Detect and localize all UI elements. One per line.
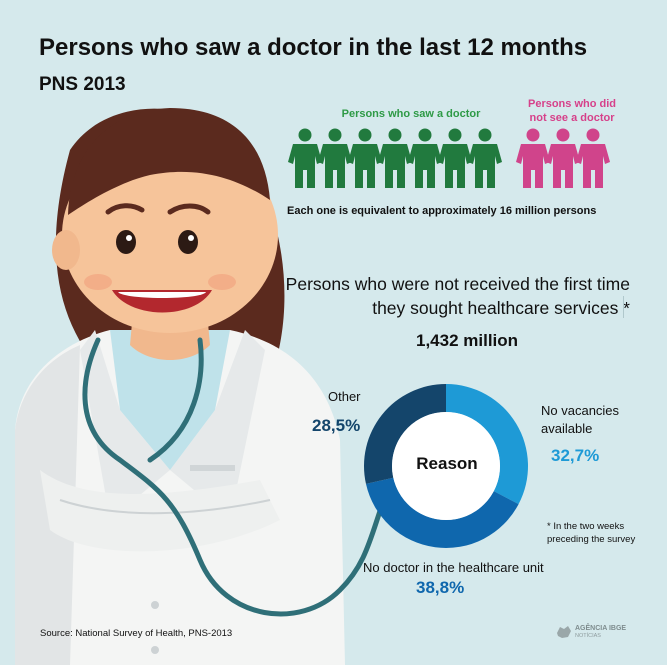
total-value: 1,432 million <box>416 331 519 350</box>
footnote: * In the two weeks preceding the survey <box>547 521 636 545</box>
person-icon-saw-doctor <box>408 128 442 188</box>
slice-label-no-doctor: No doctor in the healthcare unit <box>363 560 544 575</box>
person-icon-not-saw-doctor <box>546 128 580 188</box>
page-subtitle: PNS 2013 <box>39 74 126 95</box>
slice-no-vacancies <box>446 384 528 505</box>
reason-donut-chart <box>364 384 528 548</box>
slice-value-no-doctor: 38,8% <box>416 578 465 597</box>
person-icon-not-saw-doctor <box>516 128 550 188</box>
slice-label-other: Other <box>328 389 361 404</box>
slice-no-doctor <box>365 477 519 548</box>
logo-subtitle: NOTÍCIAS <box>575 633 601 639</box>
person-icon-saw-doctor <box>348 128 382 188</box>
person-icon-not-saw-doctor <box>576 128 610 188</box>
slice-value-no-vacancies: 32,7% <box>551 446 600 465</box>
section-headline: Persons who were not received the first … <box>285 274 630 318</box>
slice-value-other: 28,5% <box>312 416 361 435</box>
person-icon-saw-doctor <box>378 128 412 188</box>
person-icon-saw-doctor <box>468 128 502 188</box>
equivalence-note: Each one is equivalent to approximately … <box>287 205 597 217</box>
donut-hole <box>392 412 500 520</box>
person-icon-saw-doctor <box>318 128 352 188</box>
legend-not-saw-doctor: Persons who did not see a doctor <box>527 98 616 124</box>
agency-logo: AGÊNCIA IBGE NOTÍCIAS <box>556 624 626 640</box>
ibge-logo-icon <box>557 626 571 638</box>
legend-saw-doctor: Persons who saw a doctor <box>341 108 481 120</box>
person-icon-saw-doctor <box>438 128 472 188</box>
logo-brand: AGÊNCIA IBGE <box>575 625 627 632</box>
donut-center-label: Reason <box>416 454 478 473</box>
person-pictogram <box>288 128 610 188</box>
slice-label-no-vacancies: No vacancies available <box>541 403 620 436</box>
source-note: Source: National Survey of Health, PNS-2… <box>40 628 233 639</box>
person-icon-saw-doctor <box>288 128 322 188</box>
slice-other <box>364 384 446 484</box>
page-title: Persons who saw a doctor in the last 12 … <box>39 34 588 61</box>
divider <box>623 296 624 318</box>
